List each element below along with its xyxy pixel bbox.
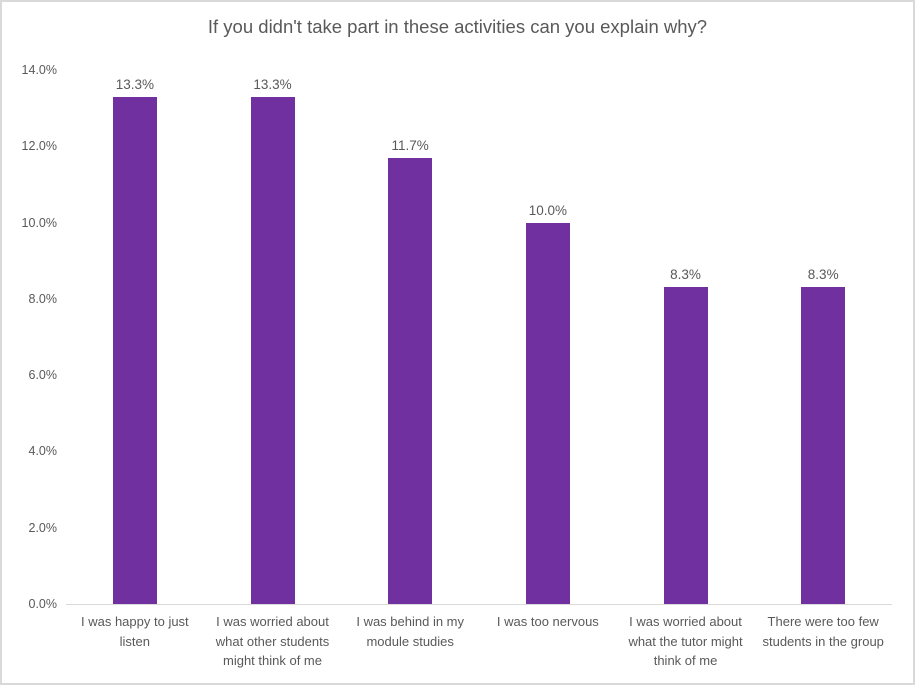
category-label: I was worried about what other students …	[215, 614, 330, 668]
bar	[663, 287, 708, 604]
bar-slot: 8.3%	[617, 70, 755, 604]
y-tick-label: 2.0%	[28, 520, 58, 535]
bar	[801, 287, 846, 604]
bar-slot: 10.0%	[479, 70, 617, 604]
chart-body: 0.0% 2.0% 4.0% 6.0% 8.0% 10.0% 12.0% 14.0% 13.3…	[2, 63, 913, 611]
bar	[112, 96, 157, 604]
bar-slot: 11.7%	[341, 70, 479, 604]
y-tick-label: 14.0%	[21, 63, 57, 77]
category-label: I was worried about what the tutor might…	[628, 614, 743, 668]
bar-slot: 13.3%	[204, 70, 342, 604]
y-tick-label: 12.0%	[21, 139, 57, 154]
bar	[525, 222, 570, 604]
x-axis-labels: I was happy to just listen I was worried …	[66, 612, 892, 671]
bar-value-label: 11.7%	[391, 137, 429, 153]
y-tick-label: 8.0%	[28, 291, 58, 306]
y-tick-label: 6.0%	[28, 368, 58, 383]
bar-slot: 8.3%	[754, 70, 892, 604]
bar-value-label: 13.3%	[115, 76, 154, 92]
bar-value-label: 13.3%	[253, 76, 292, 92]
plot-area: 13.3% 13.3% 11.7% 10.0% 8.3% 8.3%	[66, 70, 892, 605]
chart-title: If you didn't take part in these activit…	[207, 16, 708, 37]
bar	[388, 157, 433, 604]
category-label: I was happy to just listen	[81, 614, 189, 649]
y-tick-label: 0.0%	[28, 597, 58, 611]
category-label: I was too nervous	[496, 614, 599, 629]
bar-value-label: 10.0%	[528, 202, 567, 218]
category-label: I was behind in my module studies	[356, 614, 465, 649]
bar	[250, 96, 295, 604]
y-axis: 0.0% 2.0% 4.0% 6.0% 8.0% 10.0% 12.0% 14.0%	[2, 63, 66, 611]
bar-value-label: 8.3%	[807, 267, 839, 283]
category-label: There were too few students in the group	[762, 614, 884, 649]
y-tick-label: 10.0%	[21, 215, 57, 230]
bar-value-label: 8.3%	[670, 267, 701, 283]
y-tick-label: 4.0%	[28, 444, 58, 459]
bar-slot: 13.3%	[66, 70, 204, 604]
